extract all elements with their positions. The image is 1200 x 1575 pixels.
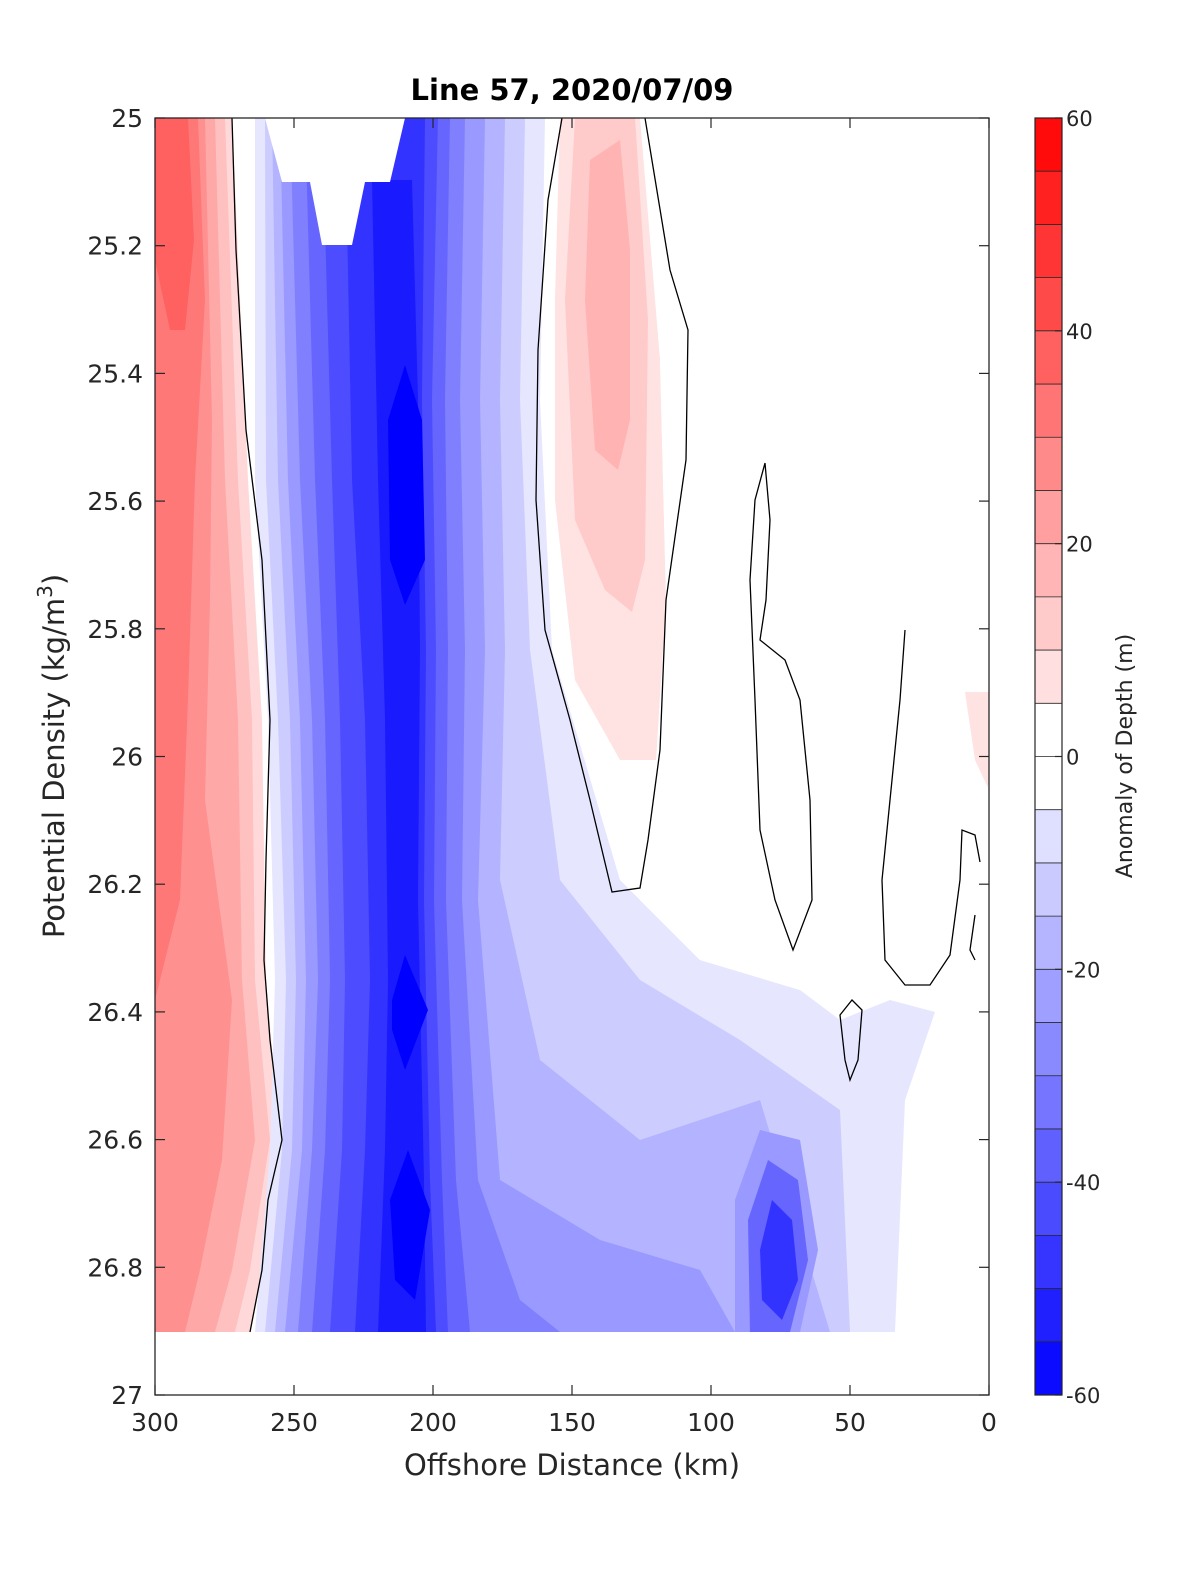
band-blue-10c bbox=[390, 1150, 430, 1300]
y-tick-label: 25.8 bbox=[87, 615, 143, 644]
x-axis-label: Offshore Distance (km) bbox=[404, 1448, 740, 1482]
colorbar-tick-label: -20 bbox=[1066, 958, 1100, 982]
zero-contour-small bbox=[839, 999, 863, 1083]
x-tick-label: 150 bbox=[548, 1408, 596, 1437]
zero-contour-inner bbox=[749, 462, 813, 952]
zero-contours bbox=[231, 118, 981, 1333]
y-tick-label: 25.2 bbox=[87, 232, 143, 261]
colorbar-level bbox=[1035, 437, 1062, 491]
zero-contour-east bbox=[881, 629, 981, 986]
colorbar-level bbox=[1035, 650, 1062, 704]
colorbar-level bbox=[1035, 1075, 1062, 1130]
y-tick-label: 25 bbox=[111, 104, 143, 133]
colorbar-tick-label: 20 bbox=[1066, 533, 1093, 557]
y-axis: 25 25.2 25.4 25.6 25.8 26 26.2 26.4 26.6 26.8 27 bbox=[87, 104, 989, 1410]
y-tick-label: 27 bbox=[111, 1381, 143, 1410]
y-tick-label: 25.4 bbox=[87, 359, 143, 388]
colorbar-level bbox=[1035, 1235, 1062, 1290]
colorbar-level bbox=[1035, 277, 1062, 332]
x-tick-label: 100 bbox=[687, 1408, 735, 1437]
y-axis-label: Potential Density (kg/m3) bbox=[33, 574, 71, 938]
y-tick-label: 26.8 bbox=[87, 1253, 143, 1282]
colorbar-level bbox=[1035, 969, 1062, 1024]
colorbar-tick-label: 60 bbox=[1066, 107, 1093, 131]
colorbar-ticks: 60 40 20 0 -20 -40 -60 bbox=[1055, 107, 1100, 1408]
colorbar-level bbox=[1035, 862, 1062, 917]
band-pos-small-3 bbox=[965, 692, 989, 790]
band-blue-10b bbox=[392, 955, 428, 1070]
y-axis-label-main: Potential Density (kg/m bbox=[37, 598, 71, 938]
y-tick-label: 26 bbox=[111, 743, 143, 772]
colorbar-tick-label: 0 bbox=[1066, 746, 1079, 770]
colorbar-level bbox=[1035, 490, 1062, 545]
x-tick-label: 200 bbox=[409, 1408, 457, 1437]
band-blue-10 bbox=[388, 365, 425, 605]
colorbar-level bbox=[1035, 118, 1062, 172]
colorbar-level bbox=[1035, 1022, 1062, 1077]
nodata-top-notch bbox=[265, 118, 405, 245]
colorbar-level bbox=[1035, 596, 1062, 651]
colorbar-level bbox=[1035, 1288, 1062, 1343]
colorbar-level bbox=[1035, 809, 1062, 864]
nodata-bottom-strip bbox=[155, 1332, 989, 1395]
x-tick-label: 250 bbox=[270, 1408, 318, 1437]
y-tick-label: 26.6 bbox=[87, 1126, 143, 1155]
colorbar-level bbox=[1035, 543, 1062, 598]
zero-contour-west bbox=[231, 118, 283, 1333]
contour-field bbox=[155, 118, 989, 1395]
y-axis-label-sup: 3 bbox=[33, 585, 57, 598]
y-tick-label: 26.4 bbox=[87, 998, 143, 1027]
nodata-top-right bbox=[640, 118, 989, 1020]
zero-contour-lens bbox=[535, 118, 689, 893]
colorbar-tick-label: -60 bbox=[1066, 1384, 1100, 1408]
colorbar-level bbox=[1035, 703, 1062, 757]
x-axis: 300 250 200 150 100 50 0 bbox=[131, 118, 997, 1437]
chart-title: Line 57, 2020/07/09 bbox=[411, 73, 734, 107]
colorbar-level bbox=[1035, 330, 1062, 385]
colorbar-label: Anomaly of Depth (m) bbox=[1113, 634, 1138, 878]
colorbar-level bbox=[1035, 1182, 1062, 1236]
nodata-right-edge bbox=[895, 780, 989, 1332]
colorbar-level bbox=[1035, 171, 1062, 225]
band-red-4 bbox=[155, 118, 205, 1000]
y-tick-label: 26.2 bbox=[87, 870, 143, 899]
colorbar-level bbox=[1035, 1341, 1062, 1396]
band-red-5 bbox=[155, 118, 194, 330]
colorbar-tick-label: 40 bbox=[1066, 320, 1093, 344]
y-tick-label: 25.6 bbox=[87, 487, 143, 516]
x-tick-label: 0 bbox=[981, 1408, 997, 1437]
band-blue-deep-3 bbox=[760, 1200, 798, 1320]
colorbar-level bbox=[1035, 916, 1062, 970]
colorbar-tick-label: -40 bbox=[1066, 1171, 1100, 1195]
zero-contour-tail bbox=[969, 914, 976, 961]
colorbar-level bbox=[1035, 1128, 1062, 1183]
x-tick-label: 300 bbox=[131, 1408, 179, 1437]
y-axis-label-close: ) bbox=[37, 574, 71, 585]
x-tick-label: 50 bbox=[834, 1408, 866, 1437]
band-pos-lens-3 bbox=[585, 140, 630, 470]
colorbar-level bbox=[1035, 756, 1062, 811]
colorbar-level bbox=[1035, 224, 1062, 279]
colorbar-level bbox=[1035, 384, 1062, 438]
colorbar bbox=[1035, 117, 1062, 1396]
